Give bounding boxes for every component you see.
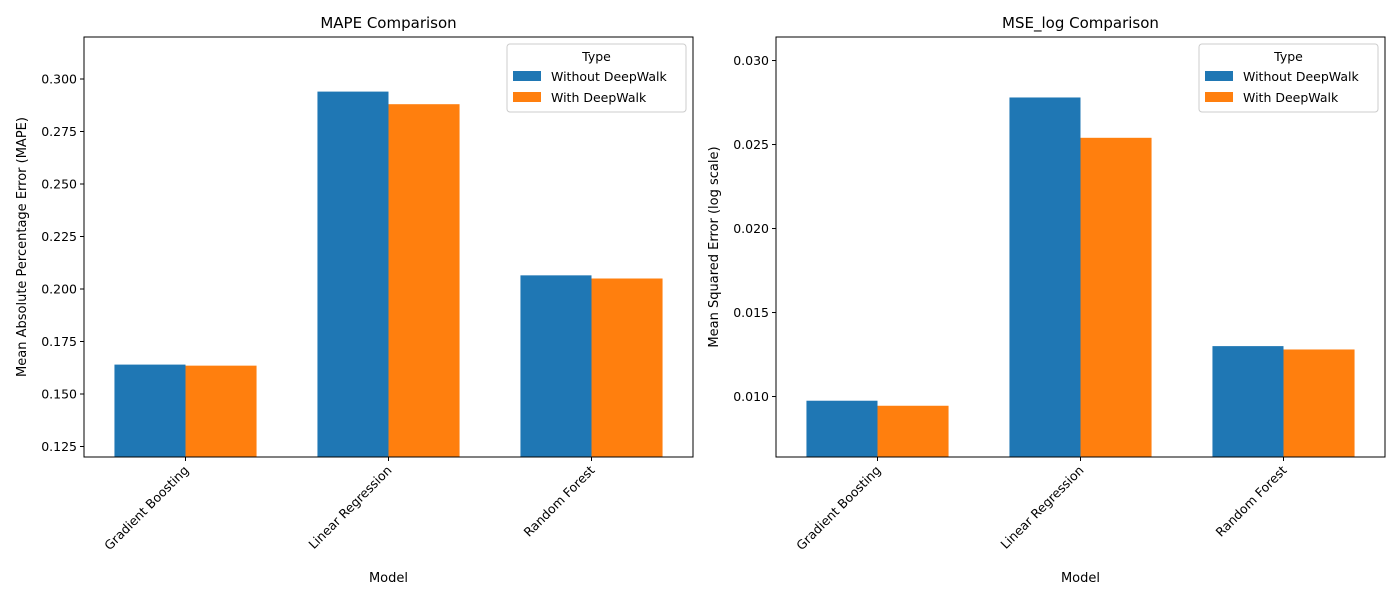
legend-label-without: Without DeepWalk (1243, 69, 1359, 84)
legend-title: Type (581, 49, 611, 64)
legend-label-with: With DeepWalk (1243, 90, 1339, 105)
y-ticks: 0.010 0.015 0.020 0.025 0.030 (733, 53, 776, 404)
y-tick-label: 0.125 (41, 439, 77, 454)
x-axis-label: Model (369, 571, 408, 586)
legend-label-with: With DeepWalk (551, 90, 647, 105)
bar-linear-regression-without-deepwalk (1009, 97, 1081, 457)
bar-gradient-boosting-without-deepwalk (114, 364, 186, 457)
bar-gradient-boosting-without-deepwalk (806, 400, 878, 457)
y-tick-label: 0.300 (41, 72, 77, 87)
mape-chart: MAPE Comparison Mean Absolute Percentage… (15, 14, 694, 586)
chart-title: MAPE Comparison (320, 14, 456, 32)
bar-linear-regression-without-deepwalk (317, 91, 389, 457)
y-axis-label: Mean Absolute Percentage Error (MAPE) (15, 117, 30, 377)
legend-title: Type (1273, 49, 1303, 64)
x-ticks: Gradient Boosting Linear Regression Random… (101, 457, 598, 553)
plot-frame (83, 36, 694, 458)
y-tick-label: 0.225 (41, 229, 77, 244)
y-tick-label: 0.275 (41, 124, 77, 139)
x-tick-label: Linear Regression (997, 463, 1086, 552)
legend: Type Without DeepWalk With DeepWalk (1198, 43, 1379, 113)
y-tick-label: 0.010 (733, 389, 769, 404)
plot-frame (775, 36, 1386, 458)
legend-swatch-with (513, 92, 541, 102)
x-tick-label: Gradient Boosting (101, 463, 192, 554)
x-tick-label: Random Forest (1212, 462, 1289, 539)
bar-linear-regression-with-deepwalk (388, 104, 460, 457)
x-tick-label: Linear Regression (305, 463, 394, 552)
y-tick-label: 0.015 (733, 305, 769, 320)
x-tick-label: Gradient Boosting (793, 463, 884, 554)
bar-linear-regression-with-deepwalk (1080, 137, 1152, 458)
legend-label-without: Without DeepWalk (551, 69, 667, 84)
y-tick-label: 0.150 (41, 387, 77, 402)
legend-swatch-without (1205, 71, 1233, 81)
bars-group (806, 97, 1355, 458)
y-ticks: 0.125 0.150 0.175 0.200 0.225 0.250 0.275 0.300 (41, 72, 84, 454)
legend-swatch-without (513, 71, 541, 81)
bar-random-forest-without-deepwalk (1212, 346, 1284, 457)
legend: Type Without DeepWalk With DeepWalk (506, 43, 687, 113)
bar-random-forest-with-deepwalk (591, 278, 663, 457)
y-tick-label: 0.030 (733, 53, 769, 68)
bar-gradient-boosting-with-deepwalk (877, 405, 949, 457)
chart-title: MSE_log Comparison (1002, 14, 1159, 33)
legend-box (506, 43, 687, 113)
x-ticks: Gradient Boosting Linear Regression Random… (793, 457, 1290, 553)
bar-random-forest-without-deepwalk (520, 275, 592, 457)
y-tick-label: 0.020 (733, 221, 769, 236)
mse-log-chart: MSE_log Comparison Mean Squared Error (l… (707, 14, 1386, 586)
y-axis-label: Mean Squared Error (log scale) (707, 146, 722, 347)
bars-group (114, 91, 663, 457)
legend-swatch-with (1205, 92, 1233, 102)
legend-box (1198, 43, 1379, 113)
y-tick-label: 0.025 (733, 137, 769, 152)
bar-random-forest-with-deepwalk (1283, 349, 1355, 457)
y-tick-label: 0.250 (41, 177, 77, 192)
bar-gradient-boosting-with-deepwalk (185, 365, 257, 457)
y-tick-label: 0.200 (41, 282, 77, 297)
y-tick-label: 0.175 (41, 334, 77, 349)
x-axis-label: Model (1061, 571, 1100, 586)
x-tick-label: Random Forest (520, 462, 597, 539)
